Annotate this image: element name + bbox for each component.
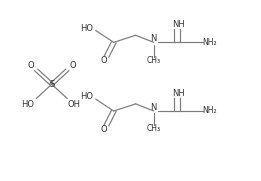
Text: NH: NH [172, 20, 185, 29]
Text: O: O [27, 60, 34, 70]
Text: N: N [151, 103, 157, 111]
Text: N: N [151, 34, 157, 43]
Text: HO: HO [81, 24, 94, 33]
Text: O: O [70, 60, 76, 70]
Text: CH₃: CH₃ [147, 124, 161, 133]
Text: NH₂: NH₂ [203, 38, 217, 47]
Text: NH₂: NH₂ [203, 106, 217, 115]
Text: OH: OH [68, 100, 81, 109]
Text: S: S [49, 80, 54, 89]
Text: HO: HO [21, 100, 34, 109]
Text: O: O [100, 125, 107, 134]
Text: O: O [100, 56, 107, 65]
Text: NH: NH [172, 89, 185, 98]
Text: HO: HO [81, 92, 94, 101]
Text: CH₃: CH₃ [147, 56, 161, 65]
